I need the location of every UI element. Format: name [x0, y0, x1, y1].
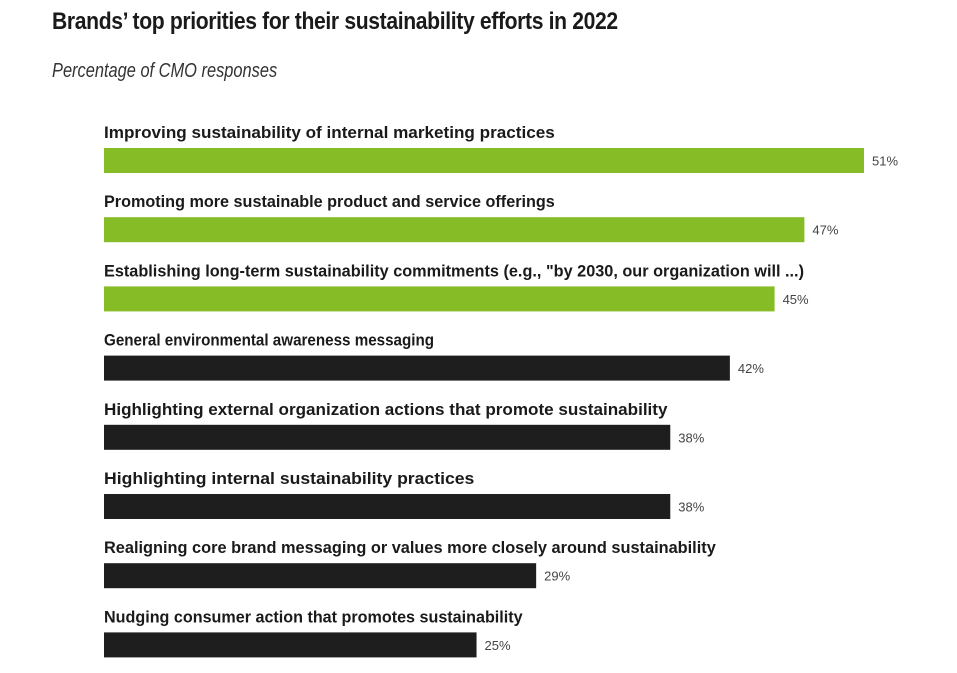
category-label: General environmental awareness messagin… [104, 331, 434, 350]
category-label: Improving sustainability of internal mar… [104, 123, 555, 142]
bar [104, 286, 775, 312]
value-label: 29% [544, 569, 570, 584]
bar [104, 424, 671, 450]
value-label: 47% [812, 223, 838, 238]
bar [104, 494, 671, 519]
bar [104, 217, 805, 243]
category-label: Realigning core brand messaging or value… [104, 538, 716, 557]
bar [104, 355, 730, 381]
value-label: 42% [738, 361, 764, 376]
value-label: 25% [485, 638, 511, 653]
category-label: Highlighting internal sustainability pra… [104, 469, 474, 488]
category-label: Highlighting external organization actio… [104, 400, 668, 419]
category-label: Nudging consumer action that promotes su… [104, 607, 523, 626]
bar [104, 563, 537, 589]
bar [104, 632, 477, 658]
bar [104, 148, 864, 173]
chart-title: Brands’ top priorities for their sustain… [52, 8, 618, 35]
value-label: 38% [678, 430, 704, 445]
value-label: 38% [678, 500, 704, 515]
category-label: Promoting more sustainable product and s… [104, 192, 555, 211]
value-label: 45% [783, 292, 809, 307]
chart-subtitle: Percentage of CMO responses [52, 60, 278, 82]
category-label: Establishing long-term sustainability co… [104, 261, 804, 280]
value-label: 51% [872, 154, 898, 169]
